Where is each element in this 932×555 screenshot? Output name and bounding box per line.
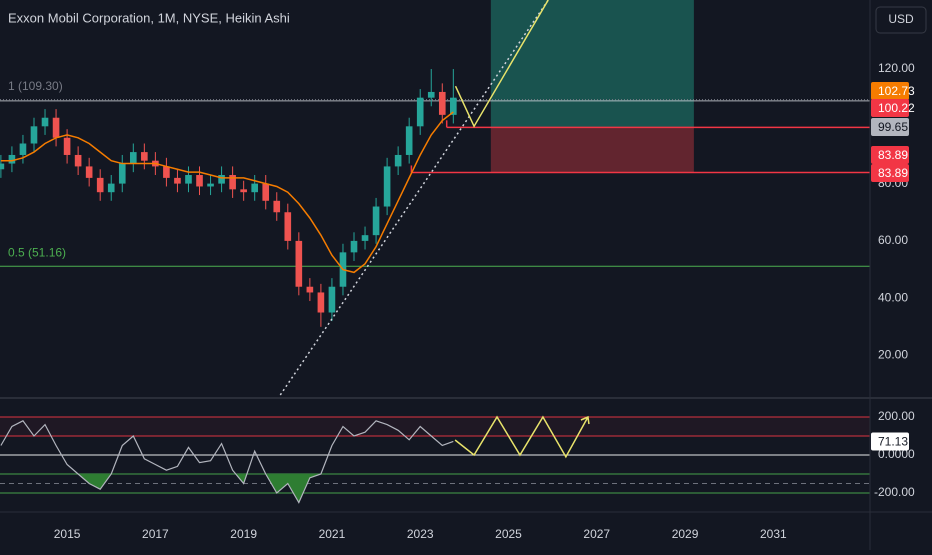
price-tag-label: 99.65 xyxy=(878,120,908,134)
fib-level-label: 0.5 (51.16) xyxy=(8,245,66,259)
candle-body xyxy=(74,154,82,167)
candle-body xyxy=(85,166,93,178)
x-tick-label: 2021 xyxy=(319,527,346,541)
oscillator-line xyxy=(0,420,454,504)
candle-body xyxy=(295,240,303,287)
price-tag xyxy=(871,118,909,136)
profit-zone xyxy=(490,0,694,128)
candle-body xyxy=(405,126,413,155)
candle-body xyxy=(118,163,126,184)
price-tag-label: 83.89 xyxy=(878,166,908,180)
price-tag xyxy=(871,146,909,164)
candle-body xyxy=(96,177,104,193)
candle-body xyxy=(41,117,49,127)
candle-body xyxy=(8,154,16,164)
x-tick-label: 2027 xyxy=(583,527,610,541)
y-tick-label: 60.00 xyxy=(878,233,908,247)
candle-body xyxy=(416,97,424,127)
x-tick-label: 2023 xyxy=(407,527,434,541)
candle-body xyxy=(196,175,203,187)
candle-body xyxy=(383,166,391,207)
candle-body xyxy=(174,177,181,184)
candle-body xyxy=(394,154,402,167)
candle-body xyxy=(273,200,281,213)
candle-body xyxy=(63,137,71,155)
candle-body xyxy=(19,143,27,155)
candle-body xyxy=(218,175,225,184)
candle-body xyxy=(317,292,325,313)
x-tick-label: 2031 xyxy=(760,527,787,541)
candle-body xyxy=(0,163,5,170)
candle-body xyxy=(185,175,192,184)
candle-body xyxy=(262,183,270,201)
x-tick-label: 2017 xyxy=(142,527,169,541)
oscillator-projection xyxy=(454,415,589,459)
candle-body xyxy=(163,166,170,178)
oscillator-tick-label: 200.00 xyxy=(878,409,915,423)
candle-body xyxy=(141,152,148,161)
overbought-band xyxy=(0,417,870,436)
candle-body xyxy=(207,183,214,187)
candle-body xyxy=(328,286,336,313)
candle-body xyxy=(427,91,435,98)
chart-title: Exxon Mobil Corporation, 1M, NYSE, Heiki… xyxy=(8,10,290,25)
candle-body xyxy=(361,235,369,241)
oscillator-pane xyxy=(0,415,870,504)
axes: 2015 2017 2019 2021 2023 2025 2027 2029 2031 20.0… xyxy=(54,61,915,541)
loss-zone xyxy=(490,127,694,173)
price-tag xyxy=(871,164,909,182)
x-tick-label: 2015 xyxy=(54,527,81,541)
candle-body xyxy=(306,286,314,293)
x-tick-label: 2029 xyxy=(672,527,699,541)
price-tag-label: 100.22 xyxy=(878,101,915,115)
candle-body xyxy=(30,126,38,144)
oscillator-tick-label: 0.0000 xyxy=(878,447,915,461)
candle-body xyxy=(284,212,292,241)
candle-body xyxy=(52,117,60,138)
candle-body xyxy=(107,183,115,193)
candle-body xyxy=(129,152,137,164)
candle-body xyxy=(450,97,457,115)
y-tick-label: 120.00 xyxy=(878,61,915,75)
y-tick-label: 40.00 xyxy=(878,290,908,304)
price-tag-label: 102.73 xyxy=(878,84,915,98)
moving-average xyxy=(0,111,454,274)
candle-body xyxy=(372,206,380,236)
price-pane: 1 (109.30) 0.5 (51.16) xyxy=(0,0,870,396)
price-tag-label: 83.89 xyxy=(878,148,908,162)
fib-level-label: 1 (109.30) xyxy=(8,79,63,93)
oscillator-tick-label: -200.00 xyxy=(874,485,915,499)
candle-body xyxy=(438,91,446,115)
y-tick-label: 20.00 xyxy=(878,348,908,362)
currency-label[interactable]: USD xyxy=(888,12,914,26)
oscillator-tag-label: 71.13 xyxy=(878,435,908,449)
x-tick-label: 2019 xyxy=(230,527,257,541)
projection-path xyxy=(454,0,549,128)
price-tag xyxy=(871,82,909,100)
x-tick-label: 2025 xyxy=(495,527,522,541)
candle-body xyxy=(350,240,358,253)
candle-body xyxy=(251,183,258,193)
currency-button[interactable] xyxy=(875,6,927,34)
candle-body xyxy=(240,189,247,193)
price-tag xyxy=(871,99,909,117)
projection-arrowhead xyxy=(580,415,590,425)
candle-body xyxy=(229,175,236,190)
oscillator-tag xyxy=(871,432,909,451)
